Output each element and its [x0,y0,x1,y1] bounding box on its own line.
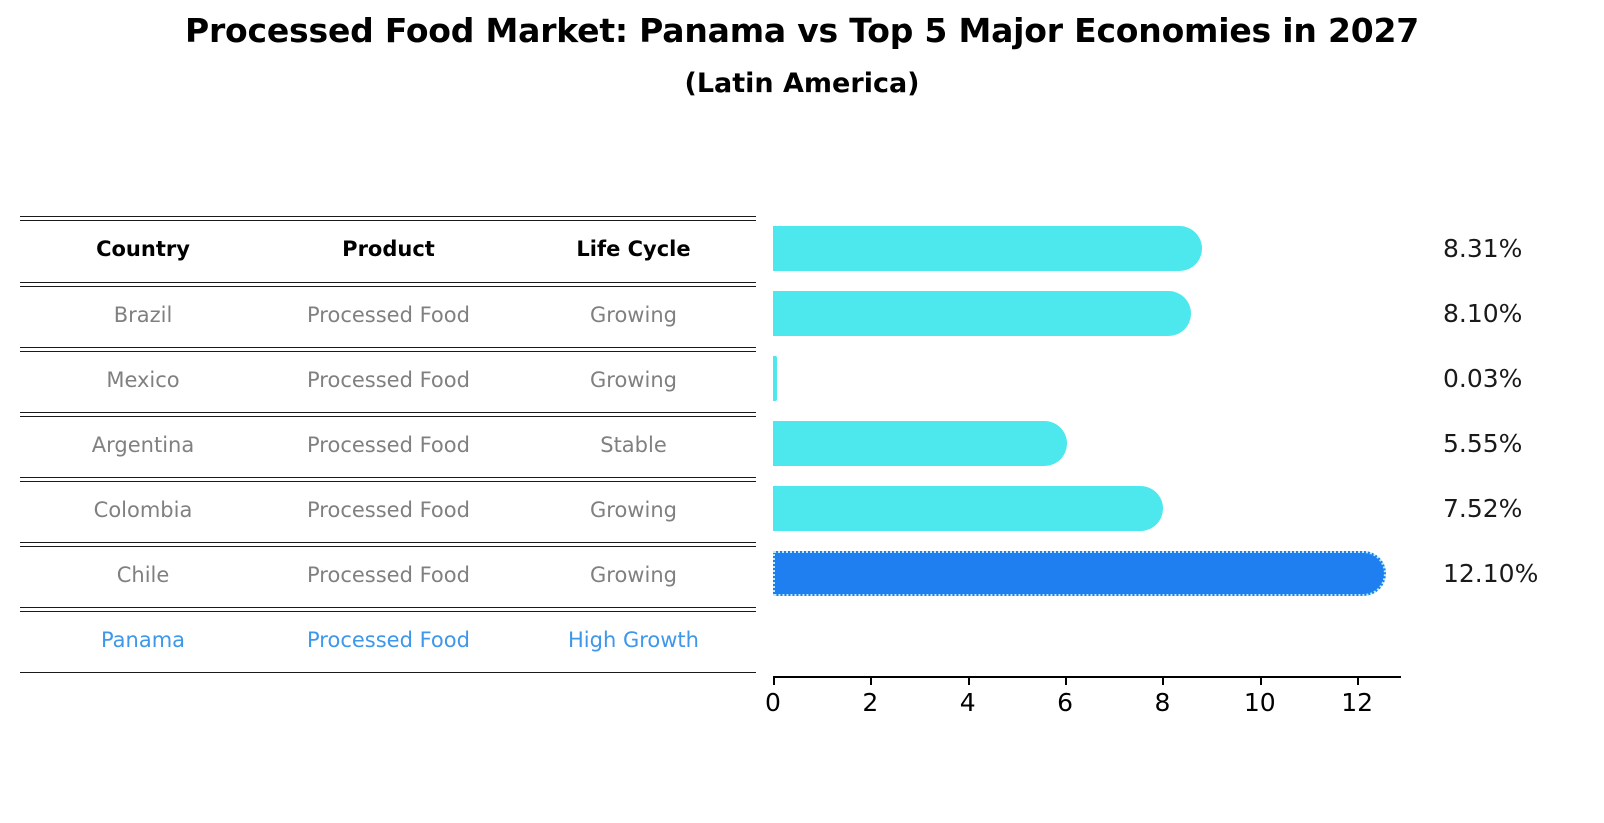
x-tick [870,676,873,685]
table-row: Chile Processed Food Growing [20,542,756,607]
x-tick-label: 10 [1243,688,1276,717]
cell-life-cycle: Growing [590,497,677,522]
table-row: Argentina Processed Food Stable [20,412,756,477]
bar-row [773,541,1413,606]
x-axis: 0 2 4 6 8 10 12 [765,676,1401,736]
table-rule [20,412,756,417]
value-label-row: 8.31% [1443,216,1603,281]
value-label-row: 0.03% [1443,346,1603,411]
cell-country: Colombia [93,497,193,522]
bar-panama [773,551,1387,596]
cell-life-cycle: Stable [600,432,667,457]
cell-life-cycle: High Growth [568,627,699,652]
bar-colombia [773,421,1068,466]
x-tick-label: 0 [765,688,781,717]
bar-mexico [773,291,1192,336]
x-tick-label: 6 [1057,688,1074,717]
table-rule [20,477,756,482]
table-row: Panama Processed Food High Growth [20,607,756,672]
cell-product: Processed Food [307,497,470,522]
table-row: Brazil Processed Food Growing [20,282,756,347]
value-label: 0.03% [1443,364,1523,393]
page-title: Processed Food Market: Panama vs Top 5 M… [184,11,1419,50]
bar-row [773,281,1413,346]
x-tick [773,676,775,685]
x-tick [1259,676,1262,685]
table-rule [20,347,756,352]
x-tick-label: 4 [959,688,976,717]
x-tick-label: 2 [862,688,879,717]
value-label: 7.52% [1443,494,1523,523]
x-tick [1162,676,1165,685]
value-label-column: 8.31% 8.10% 0.03% 5.55% 7.52% 12.10% [1443,216,1603,676]
cell-country: Argentina [91,432,195,457]
bar-row [773,476,1413,541]
table-body: Brazil Processed Food Growing Mexico Process… [20,282,756,673]
x-tick-label: 8 [1154,688,1171,717]
x-tick-label: 12 [1341,688,1374,717]
cell-life-cycle: Growing [590,562,677,587]
cell-product: Processed Food [307,302,470,327]
value-label: 12.10% [1443,559,1539,588]
bar-argentina [773,356,777,401]
cell-life-cycle: Growing [590,367,677,392]
title-block: Processed Food Market: Panama vs Top 5 M… [0,14,1604,99]
table-header-row: Country Product Life Cycle [20,216,756,282]
value-label: 8.31% [1443,234,1523,263]
value-label-row: 12.10% [1443,541,1603,606]
value-label-row: 5.55% [1443,411,1603,476]
table-rule [20,282,756,287]
value-label-row: 8.10% [1443,281,1603,346]
table-rule-bottom [20,672,756,673]
table-rule-top [20,216,756,221]
value-label-row: 7.52% [1443,476,1603,541]
cell-product: Processed Food [307,432,470,457]
cell-product: Processed Food [307,562,470,587]
x-tick [1065,676,1068,685]
x-tick [967,676,970,685]
bar-row [773,216,1413,281]
cell-country: Chile [116,562,170,587]
value-label: 5.55% [1443,429,1523,458]
value-label: 8.10% [1443,299,1523,328]
table-rule [20,542,756,547]
cell-life-cycle: Growing [590,302,677,327]
column-header-product: Product [342,237,435,261]
x-axis-line [773,676,1401,678]
cell-product: Processed Food [307,367,470,392]
bars-pane [773,216,1413,676]
cell-country: Mexico [106,367,180,392]
cell-country: Brazil [113,302,173,327]
cell-product: Processed Food [307,627,470,652]
bar-row [773,346,1413,411]
x-tick [1357,676,1360,685]
chart-subtitle: (Latin America) [684,68,920,99]
table-row: Mexico Processed Food Growing [20,347,756,412]
column-header-life-cycle: Life Cycle [576,237,691,261]
bar-row [773,411,1413,476]
table-row: Colombia Processed Food Growing [20,477,756,542]
column-header-country: Country [96,237,190,261]
table-rule [20,607,756,612]
bar-chile [773,486,1164,531]
bar-brazil [773,226,1202,271]
cell-country: Panama [100,627,186,652]
data-table: Country Product Life Cycle Brazil Process… [20,216,756,673]
